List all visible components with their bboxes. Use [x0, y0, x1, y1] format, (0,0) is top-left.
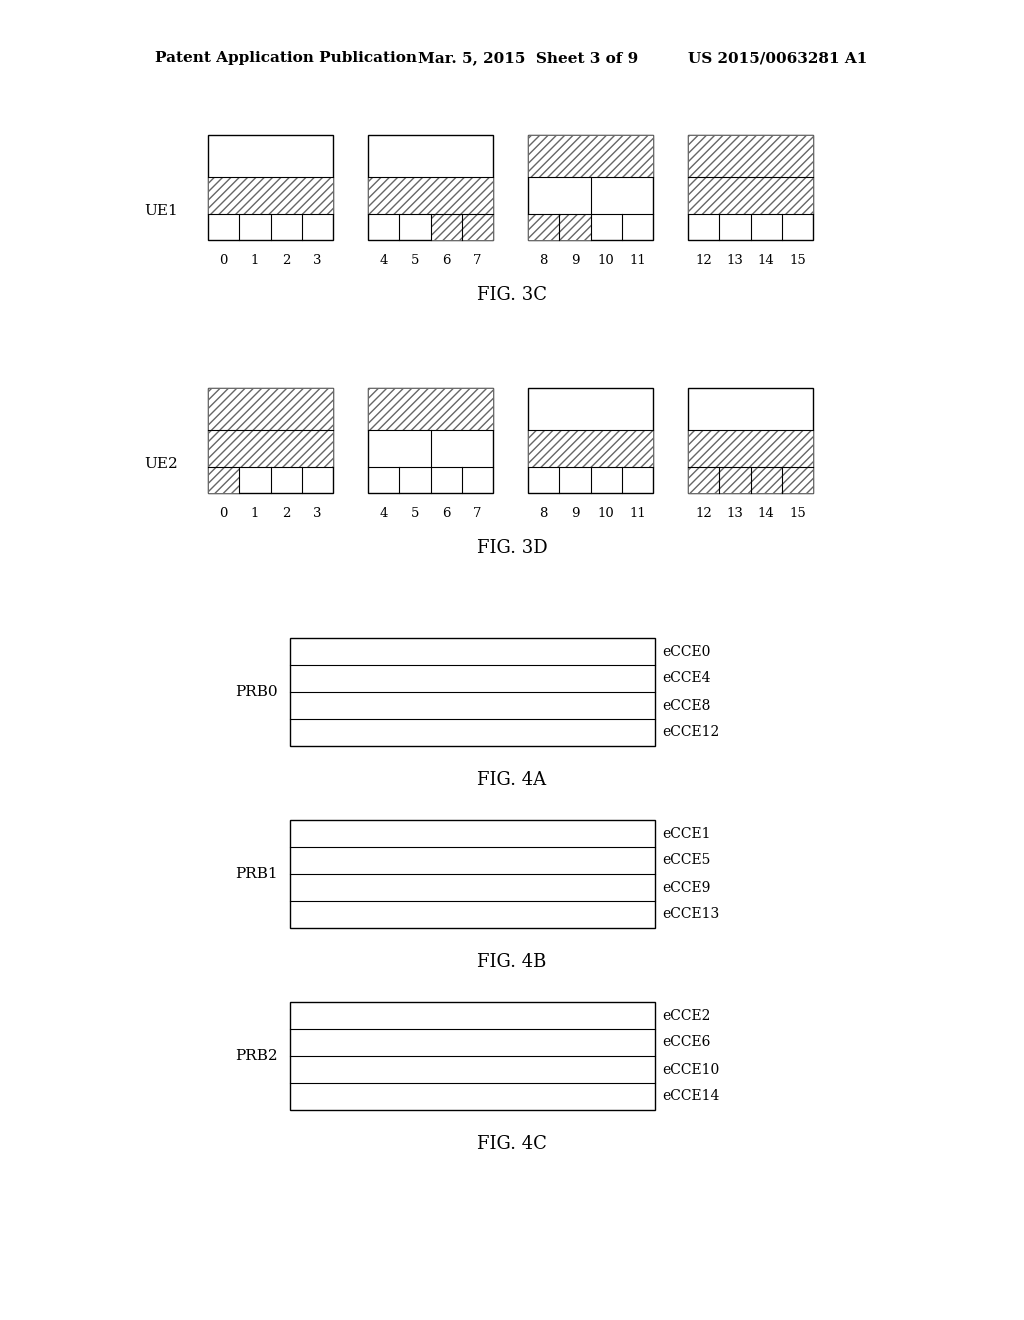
Bar: [208, 467, 240, 492]
Bar: [208, 430, 333, 467]
Text: UE1: UE1: [144, 203, 178, 218]
Text: 14: 14: [758, 507, 774, 520]
Text: 4: 4: [380, 253, 388, 267]
Text: eCCE0: eCCE0: [662, 644, 711, 659]
Text: 4: 4: [380, 507, 388, 520]
Text: 8: 8: [540, 253, 548, 267]
Text: FIG. 4C: FIG. 4C: [477, 1135, 547, 1152]
Text: eCCE8: eCCE8: [662, 698, 711, 713]
Text: 7: 7: [473, 253, 481, 267]
Bar: [430, 214, 462, 240]
Bar: [559, 214, 591, 240]
Bar: [688, 430, 813, 467]
Bar: [462, 214, 493, 240]
Text: 5: 5: [411, 253, 419, 267]
Text: eCCE13: eCCE13: [662, 908, 719, 921]
Text: 0: 0: [219, 507, 227, 520]
Text: 13: 13: [726, 507, 743, 520]
Bar: [290, 1002, 655, 1110]
Bar: [368, 388, 493, 430]
Bar: [208, 388, 333, 492]
Text: 9: 9: [570, 507, 580, 520]
Text: FIG. 4A: FIG. 4A: [477, 771, 547, 789]
Bar: [368, 177, 493, 214]
Bar: [208, 177, 333, 214]
Text: 2: 2: [282, 253, 291, 267]
Text: 3: 3: [313, 507, 322, 520]
Text: PRB1: PRB1: [236, 867, 278, 880]
Text: 11: 11: [629, 507, 646, 520]
Bar: [368, 135, 493, 240]
Text: 14: 14: [758, 253, 774, 267]
Text: 6: 6: [442, 253, 451, 267]
Bar: [208, 388, 333, 430]
Text: 1: 1: [251, 253, 259, 267]
Bar: [751, 467, 781, 492]
Text: US 2015/0063281 A1: US 2015/0063281 A1: [688, 51, 867, 65]
Text: 3: 3: [313, 253, 322, 267]
Text: 7: 7: [473, 507, 481, 520]
Text: PRB0: PRB0: [236, 685, 278, 700]
Bar: [528, 388, 653, 492]
Text: 12: 12: [695, 253, 712, 267]
Text: 8: 8: [540, 507, 548, 520]
Text: 6: 6: [442, 507, 451, 520]
Bar: [688, 135, 813, 240]
Bar: [290, 638, 655, 746]
Text: 12: 12: [695, 507, 712, 520]
Text: 2: 2: [282, 507, 291, 520]
Text: 10: 10: [598, 507, 614, 520]
Text: Patent Application Publication: Patent Application Publication: [155, 51, 417, 65]
Text: 10: 10: [598, 253, 614, 267]
Bar: [528, 214, 559, 240]
Bar: [368, 388, 493, 492]
Text: eCCE14: eCCE14: [662, 1089, 720, 1104]
Text: 5: 5: [411, 507, 419, 520]
Text: eCCE9: eCCE9: [662, 880, 711, 895]
Text: FIG. 3D: FIG. 3D: [477, 539, 547, 557]
Text: eCCE12: eCCE12: [662, 726, 719, 739]
Text: Mar. 5, 2015  Sheet 3 of 9: Mar. 5, 2015 Sheet 3 of 9: [418, 51, 638, 65]
Text: eCCE10: eCCE10: [662, 1063, 719, 1077]
Bar: [719, 467, 751, 492]
Text: FIG. 3C: FIG. 3C: [477, 286, 547, 304]
Bar: [781, 467, 813, 492]
Text: 15: 15: [790, 507, 806, 520]
Bar: [688, 135, 813, 177]
Text: 1: 1: [251, 507, 259, 520]
Text: FIG. 4B: FIG. 4B: [477, 953, 547, 972]
Text: 13: 13: [726, 253, 743, 267]
Text: 9: 9: [570, 253, 580, 267]
Text: UE2: UE2: [144, 457, 178, 471]
Text: eCCE1: eCCE1: [662, 826, 711, 841]
Bar: [528, 430, 653, 467]
Bar: [688, 388, 813, 492]
Bar: [688, 467, 719, 492]
Bar: [290, 820, 655, 928]
Text: 0: 0: [219, 253, 227, 267]
Bar: [528, 135, 653, 177]
Text: eCCE5: eCCE5: [662, 854, 711, 867]
Bar: [208, 135, 333, 240]
Text: eCCE4: eCCE4: [662, 672, 711, 685]
Text: eCCE2: eCCE2: [662, 1008, 711, 1023]
Text: 11: 11: [629, 253, 646, 267]
Text: PRB2: PRB2: [236, 1049, 278, 1063]
Bar: [688, 177, 813, 214]
Bar: [528, 135, 653, 240]
Text: eCCE6: eCCE6: [662, 1035, 711, 1049]
Text: 15: 15: [790, 253, 806, 267]
